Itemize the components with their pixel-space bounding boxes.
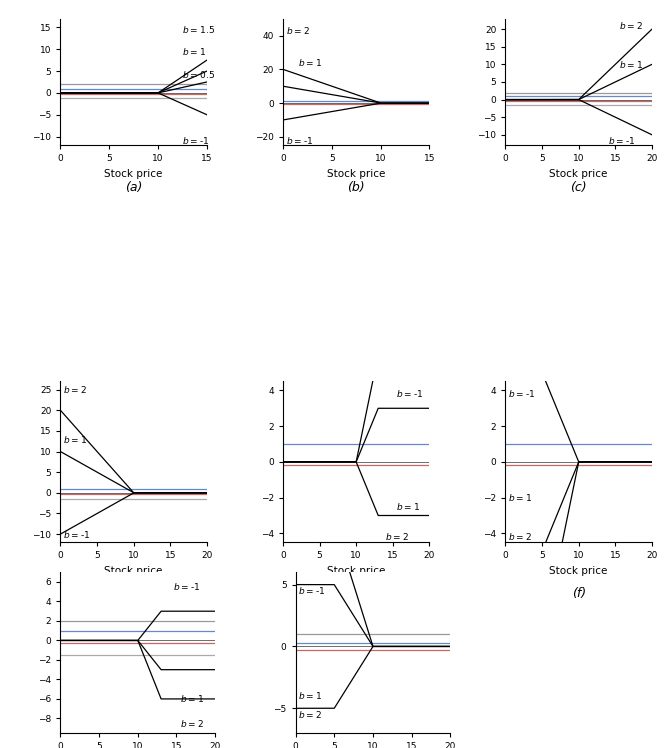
Text: $b$$\,$= -1: $b$$\,$= -1 [608, 135, 636, 146]
X-axis label: Stock price: Stock price [327, 566, 385, 576]
Text: (a): (a) [125, 181, 142, 194]
Text: $b$$\,$= 1: $b$$\,$= 1 [507, 492, 532, 503]
Text: $b$$\,$= 1: $b$$\,$= 1 [396, 501, 421, 512]
Text: $b$$\,$= 2: $b$$\,$= 2 [507, 531, 532, 542]
Text: $b$$\,$= -1: $b$$\,$= -1 [286, 135, 314, 146]
Text: $b$$\,$= 0.5: $b$$\,$= 0.5 [183, 69, 216, 80]
Text: $b$$\,$= -1: $b$$\,$= -1 [62, 529, 91, 539]
Text: $b$$\,$= -1: $b$$\,$= -1 [173, 581, 200, 592]
Text: $b$$\,$= 2: $b$$\,$= 2 [386, 531, 410, 542]
X-axis label: Stock price: Stock price [327, 169, 385, 179]
X-axis label: Stock price: Stock price [104, 169, 163, 179]
Text: (c): (c) [571, 181, 587, 194]
Text: $b$$\,$= 1: $b$$\,$= 1 [298, 57, 322, 68]
Text: $b$$\,$= -1: $b$$\,$= -1 [396, 388, 424, 399]
Text: $b$$\,$= 1: $b$$\,$= 1 [183, 46, 207, 57]
Text: $b$$\,$= 1.5: $b$$\,$= 1.5 [183, 24, 216, 35]
Text: $b$$\,$= 2: $b$$\,$= 2 [298, 709, 323, 720]
Text: $b$$\,$= 2: $b$$\,$= 2 [180, 718, 205, 729]
Text: $b$$\,$= -1: $b$$\,$= -1 [507, 388, 536, 399]
X-axis label: Stock price: Stock price [550, 169, 608, 179]
Text: (b): (b) [347, 181, 365, 194]
Text: $b$$\,$= -1: $b$$\,$= -1 [298, 585, 326, 596]
Text: (f): (f) [572, 587, 586, 601]
Text: (d): (d) [125, 587, 142, 601]
Text: $b$$\,$= 1: $b$$\,$= 1 [62, 434, 87, 445]
Text: $b$$\,$= 2: $b$$\,$= 2 [62, 384, 87, 395]
Text: (e): (e) [347, 587, 365, 601]
Text: $b$$\,$= 2: $b$$\,$= 2 [619, 20, 643, 31]
X-axis label: Stock price: Stock price [104, 566, 163, 576]
Text: $b$$\,$= 1: $b$$\,$= 1 [619, 59, 643, 70]
Text: $b$$\,$= 2: $b$$\,$= 2 [286, 25, 310, 36]
Text: $b$$\,$= -1: $b$$\,$= -1 [183, 135, 210, 147]
Text: $b$$\,$= 1: $b$$\,$= 1 [180, 693, 205, 705]
Text: $b$$\,$= 1: $b$$\,$= 1 [298, 690, 323, 702]
X-axis label: Stock price: Stock price [550, 566, 608, 576]
